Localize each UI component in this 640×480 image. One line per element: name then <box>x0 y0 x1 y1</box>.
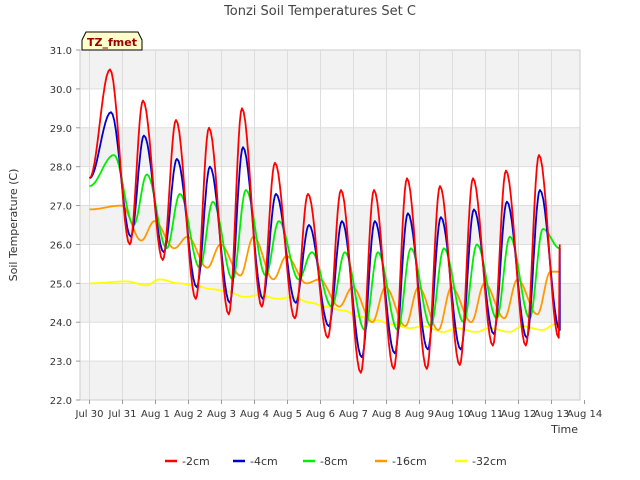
grid-band <box>80 50 580 89</box>
y-tick-label: 28.0 <box>50 163 72 174</box>
plot-border <box>79 49 581 401</box>
series-line-minus-2cm <box>88 68 561 374</box>
y-tick-label: 24.0 <box>50 318 72 329</box>
x-tick-label: Aug 12 <box>501 409 536 420</box>
x-tick-label: Aug 10 <box>435 409 470 420</box>
x-tick-label: Aug 8 <box>372 409 401 420</box>
series-line-minus-16cm <box>89 204 560 331</box>
grid-band <box>80 127 580 167</box>
grid-band <box>80 361 580 400</box>
x-axis-ticks: Jul 30 Jul 31 Aug 1 Aug 2 Aug 3 Aug 4 Aug 5 Aug… <box>75 400 602 420</box>
x-tick-label: Aug 3 <box>207 409 236 420</box>
site-badge: TZ_fmet <box>81 31 143 51</box>
grid-band <box>80 205 580 245</box>
x-tick-label: Aug 5 <box>273 409 302 420</box>
x-tick-label: Aug 7 <box>339 409 368 420</box>
y-tick-label: 30.0 <box>50 85 72 96</box>
legend: -2cm -4cm -8cm -16cm -32cm <box>165 455 507 468</box>
x-tick-label: Aug 9 <box>405 409 434 420</box>
y-tick-label: 22.0 <box>50 396 72 407</box>
x-tick-label: Jul 31 <box>108 409 137 420</box>
legend-label: -16cm <box>392 455 427 468</box>
x-tick-label: Aug 6 <box>306 409 335 420</box>
legend-label: -32cm <box>472 455 507 468</box>
plot-area <box>80 50 580 400</box>
legend-label: -4cm <box>250 455 278 468</box>
y-tick-label: 23.0 <box>50 357 72 368</box>
chart-title: Tonzi Soil Temperatures Set C <box>223 4 416 19</box>
x-tick-label: Aug 13 <box>534 409 569 420</box>
y-tick-label: 31.0 <box>50 46 72 57</box>
badge-label: TZ_fmet <box>87 36 137 49</box>
x-tick-label: Jul 30 <box>75 409 104 420</box>
x-tick-label: Aug 1 <box>141 409 170 420</box>
legend-label: -8cm <box>320 455 348 468</box>
x-tick-label: Aug 4 <box>240 409 269 420</box>
x-tick-label: Aug 11 <box>468 409 503 420</box>
grid-lines <box>80 49 580 401</box>
y-tick-label: 29.0 <box>50 124 72 135</box>
series-layer <box>88 68 561 374</box>
y-tick-label: 25.0 <box>50 279 72 290</box>
legend-label: -2cm <box>182 455 210 468</box>
y-tick-label: 27.0 <box>50 202 72 213</box>
y-axis-label: Soil Temperature (C) <box>7 169 20 282</box>
badge-shape <box>81 31 143 51</box>
x-tick-label: Aug 2 <box>174 409 203 420</box>
x-axis-label: Time <box>550 423 578 436</box>
y-tick-label: 26.0 <box>50 240 72 251</box>
x-tick-label: Aug 14 <box>567 409 602 420</box>
y-axis-ticks: 22.0 23.0 24.0 25.0 26.0 27.0 28.0 29.0 30.0 31.0 <box>50 46 80 407</box>
